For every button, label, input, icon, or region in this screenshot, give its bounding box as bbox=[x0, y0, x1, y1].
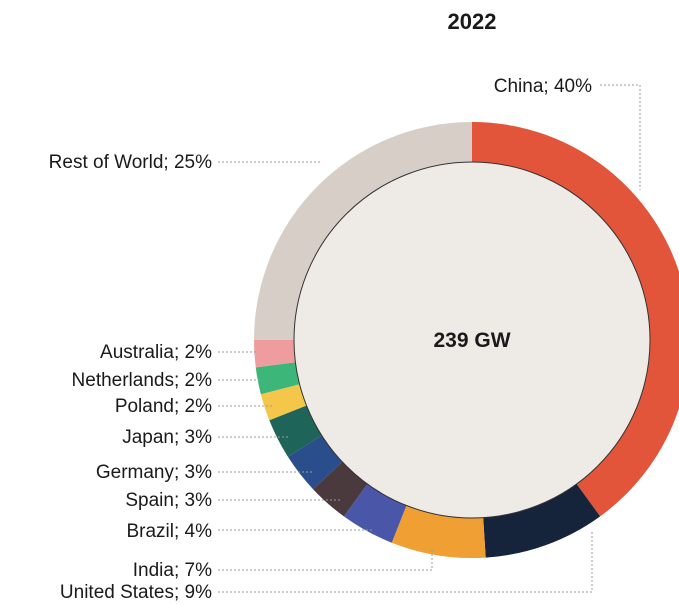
slice-poland bbox=[260, 384, 307, 421]
donut-hole bbox=[293, 161, 651, 519]
leader-united-states bbox=[218, 530, 593, 593]
label-netherlands: Netherlands; 2% bbox=[72, 370, 213, 391]
slice-labels: China; 40% United States; 9%India; 7% Braz… bbox=[49, 76, 592, 603]
label-australia: Australia; 2% bbox=[100, 342, 212, 363]
label-united-states: United States; 9% bbox=[60, 582, 212, 603]
slice-germany bbox=[287, 435, 343, 490]
chart-title: 2022 bbox=[448, 9, 497, 34]
leader-india bbox=[218, 550, 433, 571]
slice-united-states bbox=[483, 484, 601, 558]
slice-china bbox=[472, 122, 679, 517]
slice-rest-of-world bbox=[254, 122, 472, 340]
slice-japan bbox=[269, 405, 322, 457]
label-rest-of-world: Rest of World; 25% bbox=[49, 152, 212, 173]
label-germany: Germany; 3% bbox=[96, 462, 212, 483]
slice-netherlands bbox=[255, 362, 300, 395]
label-poland: Poland; 2% bbox=[115, 396, 212, 417]
leader-china bbox=[600, 84, 641, 190]
donut-slices bbox=[254, 122, 679, 558]
center-total-label: 239 GW bbox=[433, 329, 510, 352]
slice-australia bbox=[254, 340, 296, 368]
label-spain: Spain; 3% bbox=[125, 490, 212, 511]
label-china: China; 40% bbox=[494, 76, 592, 97]
label-japan: Japan; 3% bbox=[122, 427, 212, 448]
slice-spain bbox=[313, 461, 368, 517]
slice-india bbox=[391, 505, 486, 558]
label-india: India; 7% bbox=[133, 560, 212, 581]
leader-lines bbox=[218, 84, 641, 593]
label-brazil: Brazil; 4% bbox=[126, 521, 212, 542]
